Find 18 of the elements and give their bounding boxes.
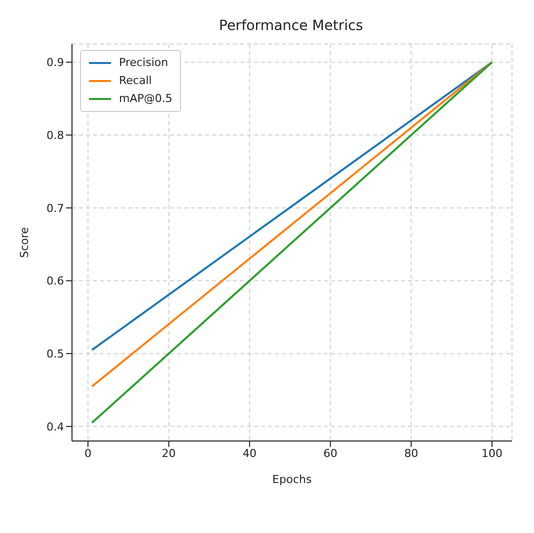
- x-axis-title: Epochs: [272, 473, 312, 486]
- x-tick-label: 0: [84, 446, 92, 460]
- x-tick-label: 60: [323, 446, 338, 460]
- legend-label: Precision: [119, 55, 168, 71]
- y-tick-label: 0.5: [46, 347, 64, 360]
- y-tick-label: 0.6: [46, 274, 64, 288]
- y-tick-label: 0.7: [46, 202, 64, 215]
- x-tick-label: 80: [404, 446, 418, 460]
- x-tick-label: 40: [242, 446, 257, 460]
- y-tick-label: 0.4: [46, 420, 64, 434]
- legend-label: mAP@0.5: [119, 91, 172, 107]
- x-tick-label: 100: [482, 446, 502, 460]
- y-axis-title: Score: [18, 226, 31, 258]
- y-tick-label: 0.9: [46, 56, 64, 70]
- x-tick-label: 20: [162, 446, 176, 460]
- legend-label: Recall: [119, 73, 152, 89]
- chart-title: Performance Metrics: [218, 18, 364, 34]
- y-tick-label: 0.8: [46, 128, 64, 142]
